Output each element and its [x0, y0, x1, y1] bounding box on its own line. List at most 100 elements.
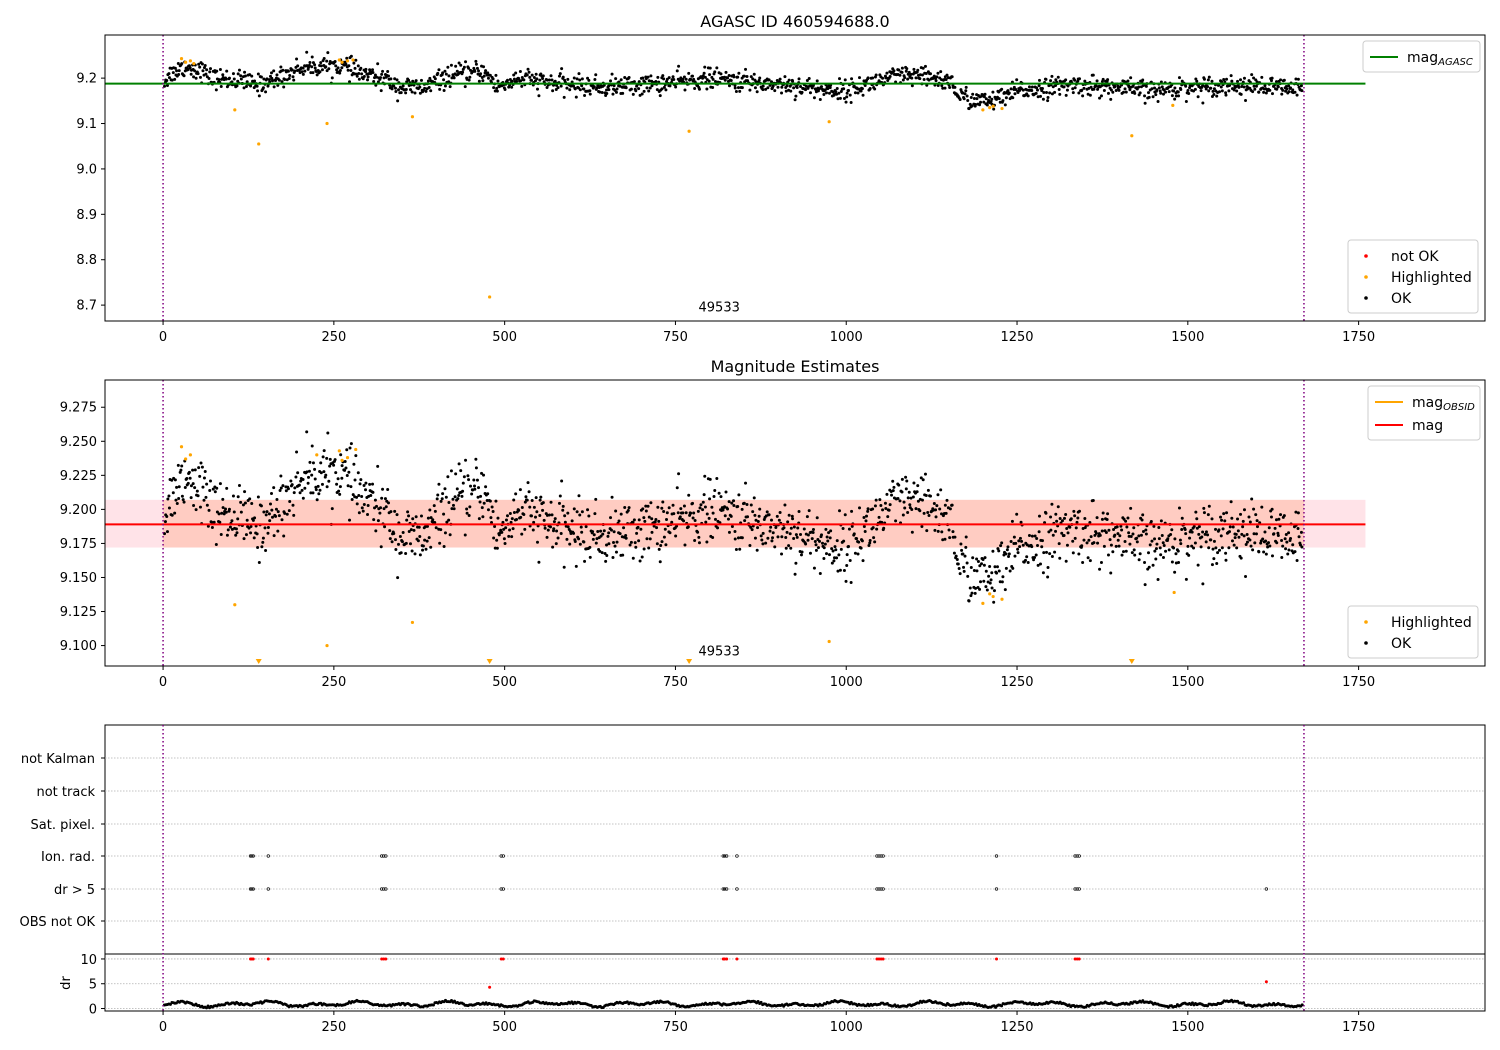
estimates-ok-point [881, 508, 885, 512]
agasc-ok-point [582, 87, 586, 91]
estimates-ok-point [724, 490, 728, 494]
estimates-ok-point [609, 516, 613, 520]
agasc-ok-point [922, 77, 926, 81]
agasc-ok-point [1094, 84, 1098, 88]
agasc-ok-point [1242, 85, 1246, 89]
estimates-ok-point [452, 507, 456, 511]
agasc-ok-point [835, 87, 839, 91]
estimates-ok-point [642, 516, 646, 520]
estimates-ok-point [894, 519, 898, 523]
estimates-ok-point [818, 571, 822, 575]
estimates-ok-point [1014, 541, 1018, 545]
agasc-ok-point [1096, 87, 1100, 91]
estimates-highlighted-point [337, 449, 341, 453]
estimates-ok-point [918, 509, 922, 513]
estimates-ok-point [647, 515, 651, 519]
estimates-ok-point [807, 509, 811, 513]
estimates-ok-point [1257, 550, 1261, 554]
estimates-ok-point [875, 527, 879, 531]
agasc-ok-point [749, 75, 753, 79]
estimates-ok-point [426, 516, 430, 520]
estimates-ok-point [786, 520, 790, 524]
agasc-ok-point [196, 72, 200, 76]
estimates-ok-point [1253, 541, 1257, 545]
estimates-ok-point [637, 539, 641, 543]
agasc-ok-point [1161, 92, 1165, 96]
estimates-ok-point [1054, 529, 1058, 533]
agasc-ok-point [761, 88, 765, 92]
agasc-ok-point [1156, 100, 1160, 104]
agasc-ok-point [1155, 88, 1159, 92]
clipped-marker [1128, 659, 1135, 664]
clipped-marker [686, 659, 693, 664]
estimates-ok-point [1129, 506, 1133, 510]
estimates-ok-point [313, 477, 317, 481]
estimates-ok-point [727, 530, 731, 534]
estimates-ok-point [606, 534, 610, 538]
estimates-ok-point [479, 494, 483, 498]
estimates-ok-point [892, 485, 896, 489]
estimates-ok-point [965, 561, 969, 565]
flag-category-label: dr > 5 [54, 883, 95, 898]
estimates-ok-point [468, 505, 472, 509]
dr-ylabel: dr [59, 976, 74, 990]
dr-notok-point [1073, 957, 1077, 961]
agasc-ok-point [1042, 91, 1046, 95]
agasc-ok-point [962, 97, 966, 101]
estimates-ok-point [183, 485, 187, 489]
agasc-ok-point [668, 84, 672, 88]
agasc-ok-point [300, 70, 304, 74]
estimates-ok-point [1071, 551, 1075, 555]
estimates-ok-point [631, 556, 635, 560]
agasc-ok-point [338, 71, 342, 75]
estimates-ok-point [605, 554, 609, 558]
estimates-ok-point [953, 535, 957, 539]
agasc-ok-point [292, 78, 296, 82]
estimates-ok-point [417, 525, 421, 529]
estimates-ok-point [984, 585, 988, 589]
estimates-ok-point [745, 503, 749, 507]
estimates-ok-point [175, 502, 179, 506]
agasc-ok-point [1211, 89, 1215, 93]
estimates-ok-point [1144, 532, 1148, 536]
agasc-ok-point [446, 65, 450, 69]
estimates-ok-point [249, 531, 253, 535]
estimates-ok-point [679, 507, 683, 511]
estimates-ok-point [307, 475, 311, 479]
estimates-ok-point [1275, 541, 1279, 545]
agasc-ok-point [612, 84, 616, 88]
estimates-ok-point [1143, 560, 1147, 564]
agasc-ok-point [588, 92, 592, 96]
estimates-highlighted-point [991, 594, 995, 599]
dr-notok-point [875, 957, 879, 961]
agasc-ok-point [467, 78, 471, 82]
agasc-ok-point [605, 92, 609, 96]
estimates-ok-point [194, 508, 198, 512]
estimates-ok-point [820, 533, 824, 537]
agasc-ok-point [427, 86, 431, 90]
agasc-ok-point [1050, 74, 1054, 78]
estimates-ok-point [856, 552, 860, 556]
estimates-ok-point [707, 516, 711, 520]
estimates-ok-point [234, 527, 238, 531]
agasc-ok-point [270, 79, 274, 83]
estimates-ok-point [279, 486, 283, 490]
estimates-ok-point [562, 565, 566, 569]
estimates-ok-point [310, 444, 314, 448]
agasc-ok-point [1212, 87, 1216, 91]
estimates-ok-point [279, 474, 283, 478]
agasc-ok-point [454, 64, 458, 68]
estimates-ok-point [410, 549, 414, 553]
estimates-ok-point [244, 533, 248, 537]
estimates-ok-point [578, 542, 582, 546]
estimates-ok-point [343, 459, 347, 463]
agasc-ok-point [301, 66, 305, 70]
estimates-ok-point [719, 495, 723, 499]
estimates-ok-point [732, 503, 736, 507]
estimates-ok-point [1122, 550, 1126, 554]
estimates-ok-point [983, 556, 987, 560]
agasc-ok-point [560, 67, 564, 71]
estimates-ok-point [167, 494, 171, 498]
estimates-ok-point [827, 553, 831, 557]
estimates-ok-point [888, 503, 892, 507]
